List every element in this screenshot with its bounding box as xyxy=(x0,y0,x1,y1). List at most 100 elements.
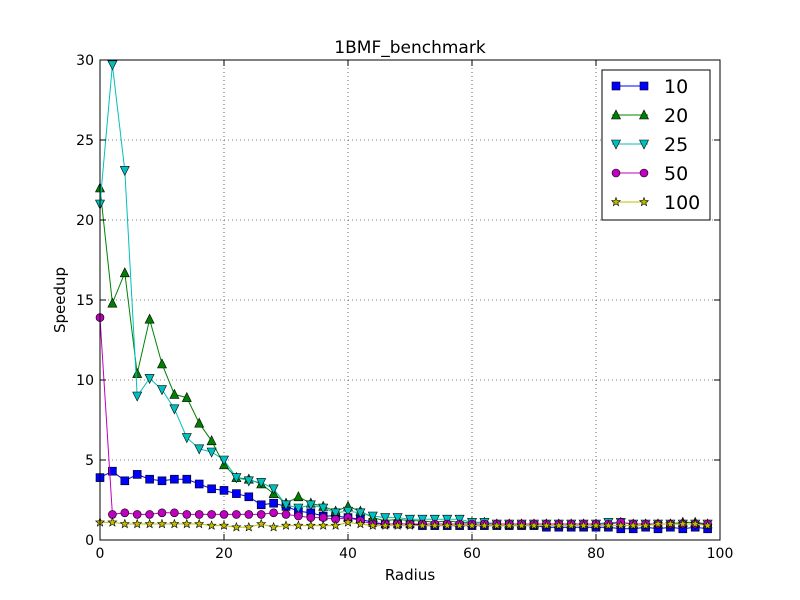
y-axis-label: Speedup xyxy=(51,267,69,333)
data-point-25 xyxy=(293,503,304,514)
data-point-50 xyxy=(281,510,291,519)
data-point-25 xyxy=(144,374,155,385)
series-layer xyxy=(94,60,713,534)
legend-box xyxy=(601,69,711,221)
legend-marker xyxy=(610,196,622,207)
data-point-100 xyxy=(318,520,329,530)
data-point-20 xyxy=(157,358,167,369)
legend-entry-50: 50 xyxy=(611,163,688,185)
data-point-100 xyxy=(652,518,664,529)
data-point-25 xyxy=(231,473,242,484)
legend-marker xyxy=(638,196,650,207)
data-point-10 xyxy=(157,476,167,486)
data-point-50 xyxy=(256,510,266,519)
data-point-25 xyxy=(367,511,378,522)
data-point-100 xyxy=(194,518,205,529)
legend-label: 10 xyxy=(664,76,688,98)
data-point-100 xyxy=(417,520,428,530)
data-point-100 xyxy=(466,520,478,530)
data-point-25 xyxy=(256,478,267,489)
chart-title: 1BMF_benchmark xyxy=(334,38,486,58)
y-tick-label: 20 xyxy=(76,213,94,229)
data-point-100 xyxy=(516,520,527,530)
data-point-100 xyxy=(578,520,589,530)
x-tick-label: 40 xyxy=(339,546,357,562)
data-point-100 xyxy=(528,520,540,530)
y-tick-label: 15 xyxy=(76,293,94,309)
data-point-25 xyxy=(343,506,353,517)
data-point-50 xyxy=(294,511,303,521)
data-point-100 xyxy=(702,520,713,530)
data-point-25 xyxy=(194,444,205,455)
y-tick-label: 0 xyxy=(85,533,94,549)
data-point-20 xyxy=(107,297,118,308)
data-point-50 xyxy=(182,510,192,519)
data-point-20 xyxy=(169,388,180,399)
data-point-20 xyxy=(206,435,217,446)
data-point-25 xyxy=(132,391,143,402)
data-point-25 xyxy=(281,500,291,511)
data-point-10 xyxy=(232,489,241,498)
data-point-25 xyxy=(169,404,180,415)
data-point-10 xyxy=(132,470,142,479)
data-point-10 xyxy=(170,474,179,484)
data-point-10 xyxy=(108,466,117,476)
y-tick-label: 25 xyxy=(76,133,94,149)
data-point-10 xyxy=(194,479,204,489)
data-point-50 xyxy=(207,510,216,519)
ticks: 0 20 40 60 80 100 0 5 10 15 20 25 30 xyxy=(76,53,733,562)
data-point-100 xyxy=(454,520,465,530)
data-point-100 xyxy=(218,520,230,530)
data-point-100 xyxy=(342,517,354,527)
data-point-50 xyxy=(244,510,254,519)
data-point-100 xyxy=(442,520,453,530)
data-point-100 xyxy=(206,520,217,530)
legend-marker xyxy=(639,139,649,150)
data-point-100 xyxy=(553,520,564,530)
data-point-100 xyxy=(169,518,180,529)
data-point-20 xyxy=(132,367,143,378)
data-point-25 xyxy=(181,433,192,444)
data-point-25 xyxy=(107,60,118,71)
data-point-10 xyxy=(207,484,216,494)
data-point-10 xyxy=(269,498,278,508)
data-point-100 xyxy=(690,518,701,529)
data-point-20 xyxy=(194,417,205,428)
data-point-100 xyxy=(603,520,614,530)
legend-entry-100: 100 xyxy=(610,192,700,214)
data-point-100 xyxy=(243,521,254,532)
data-point-100 xyxy=(491,520,502,530)
data-point-100 xyxy=(665,518,676,529)
data-point-100 xyxy=(566,520,577,530)
data-point-100 xyxy=(355,518,366,529)
data-point-50 xyxy=(157,508,167,518)
data-point-25 xyxy=(392,513,403,524)
series-line-50 xyxy=(99,317,708,525)
y-tick-label: 30 xyxy=(76,53,94,69)
data-point-20 xyxy=(293,491,304,502)
data-point-100 xyxy=(293,520,304,530)
data-point-100 xyxy=(330,520,341,530)
data-point-100 xyxy=(380,520,391,530)
data-point-10 xyxy=(219,486,229,495)
data-point-25 xyxy=(206,447,217,458)
y-tick-label: 5 xyxy=(85,453,94,469)
data-point-100 xyxy=(305,520,316,530)
data-point-25 xyxy=(243,476,254,487)
data-point-10 xyxy=(182,474,192,484)
x-tick-label: 60 xyxy=(463,546,481,562)
legend-marker xyxy=(611,109,621,120)
data-point-100 xyxy=(256,518,267,529)
legend-entry-10: 10 xyxy=(611,76,688,98)
data-point-100 xyxy=(640,520,651,530)
data-point-50 xyxy=(219,510,229,519)
data-point-100 xyxy=(367,520,378,530)
legend: 10 20 25 50 100 xyxy=(601,69,711,221)
legend-label: 25 xyxy=(664,134,688,156)
data-point-100 xyxy=(479,520,490,530)
data-point-100 xyxy=(107,517,118,527)
x-tick-label: 0 xyxy=(96,546,105,562)
legend-marker xyxy=(639,109,649,120)
data-point-100 xyxy=(677,518,688,529)
